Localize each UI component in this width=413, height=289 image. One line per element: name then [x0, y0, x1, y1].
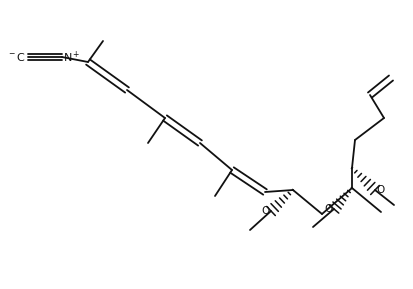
Text: N$^+$: N$^+$ [63, 49, 81, 65]
Text: O: O [325, 204, 333, 214]
Text: O: O [262, 206, 270, 216]
Text: $^-$C: $^-$C [7, 51, 26, 63]
Text: O: O [376, 185, 384, 195]
